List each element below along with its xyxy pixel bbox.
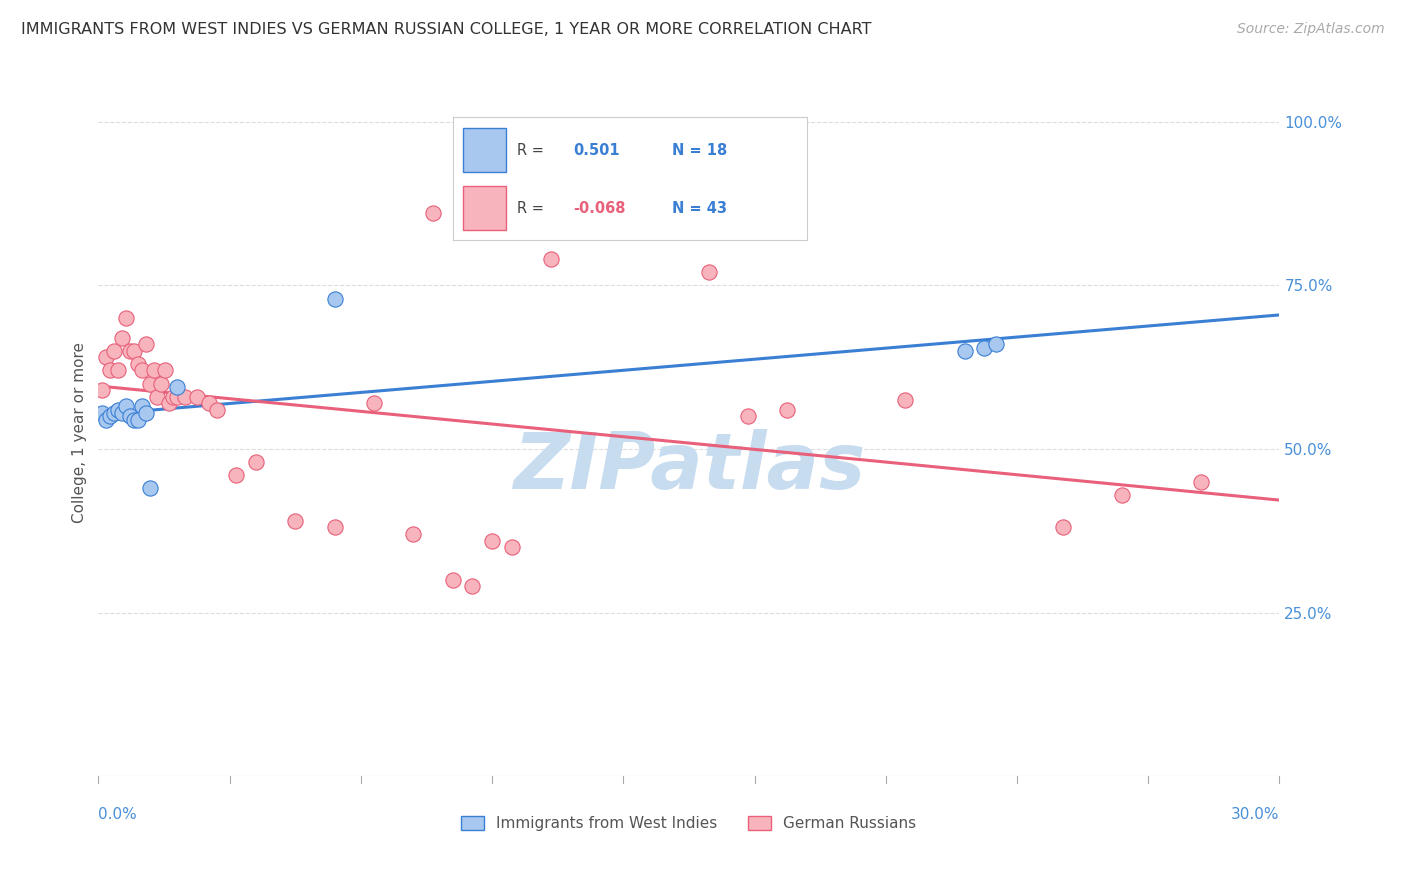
Point — [894, 392, 917, 407]
Point — [737, 409, 759, 424]
Point — [135, 337, 157, 351]
Point — [697, 265, 720, 279]
Point — [103, 406, 125, 420]
Point — [122, 343, 145, 358]
Point — [96, 351, 118, 365]
Point — [162, 390, 184, 404]
Point — [135, 406, 157, 420]
Point — [150, 376, 173, 391]
Point — [174, 390, 197, 404]
Point — [131, 400, 153, 414]
Point — [131, 363, 153, 377]
Point — [323, 520, 346, 534]
Point — [481, 533, 503, 548]
Point — [1189, 475, 1212, 489]
Point — [540, 252, 562, 267]
Point — [98, 363, 121, 377]
Point — [245, 455, 267, 469]
Point — [984, 337, 1007, 351]
Point — [118, 409, 141, 424]
Point — [118, 343, 141, 358]
Point — [115, 311, 138, 326]
Point — [155, 363, 177, 377]
Point — [1111, 488, 1133, 502]
Point — [107, 402, 129, 417]
Point — [107, 363, 129, 377]
Point — [363, 396, 385, 410]
Point — [157, 396, 180, 410]
Point — [138, 376, 160, 391]
Point — [96, 412, 118, 426]
Point — [323, 292, 346, 306]
Point — [422, 206, 444, 220]
Point — [776, 402, 799, 417]
Point — [91, 383, 114, 397]
Text: Source: ZipAtlas.com: Source: ZipAtlas.com — [1237, 22, 1385, 37]
Point — [138, 481, 160, 495]
Point — [166, 390, 188, 404]
Text: 30.0%: 30.0% — [1232, 807, 1279, 822]
Point — [186, 390, 208, 404]
Point — [91, 406, 114, 420]
Point — [953, 343, 976, 358]
Point — [166, 380, 188, 394]
Point — [1052, 520, 1074, 534]
Point — [205, 402, 228, 417]
Point — [197, 396, 219, 410]
Text: IMMIGRANTS FROM WEST INDIES VS GERMAN RUSSIAN COLLEGE, 1 YEAR OR MORE CORRELATIO: IMMIGRANTS FROM WEST INDIES VS GERMAN RU… — [21, 22, 872, 37]
Point — [111, 406, 134, 420]
Point — [127, 357, 149, 371]
Legend: Immigrants from West Indies, German Russians: Immigrants from West Indies, German Russ… — [456, 810, 922, 837]
Point — [98, 409, 121, 424]
Text: ZIPatlas: ZIPatlas — [513, 429, 865, 505]
Point — [973, 341, 995, 355]
Point — [142, 363, 165, 377]
Point — [115, 400, 138, 414]
Point — [225, 468, 247, 483]
Point — [127, 412, 149, 426]
Point — [461, 579, 484, 593]
Point — [122, 412, 145, 426]
Point — [111, 331, 134, 345]
Text: 0.0%: 0.0% — [98, 807, 138, 822]
Point — [501, 540, 523, 554]
Point — [103, 343, 125, 358]
Point — [284, 514, 307, 528]
Point — [441, 573, 464, 587]
Y-axis label: College, 1 year or more: College, 1 year or more — [72, 343, 87, 523]
Point — [146, 390, 169, 404]
Point — [402, 527, 425, 541]
